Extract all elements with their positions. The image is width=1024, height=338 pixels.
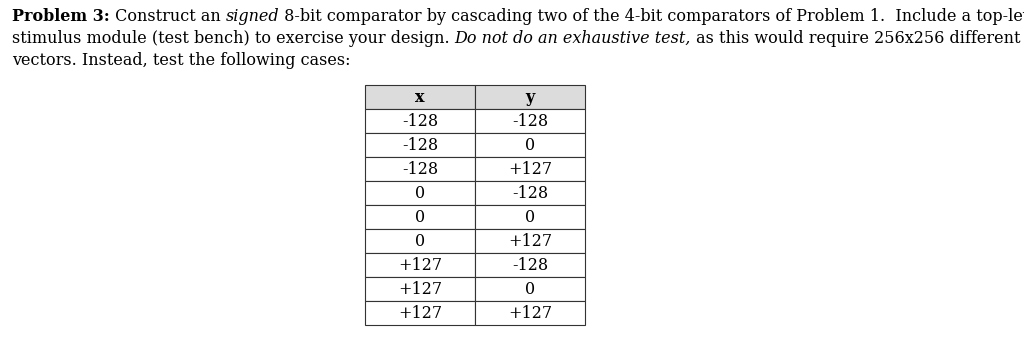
- Text: Problem 3:: Problem 3:: [12, 8, 110, 25]
- Text: +127: +127: [398, 305, 442, 321]
- Text: +127: +127: [398, 281, 442, 297]
- Text: -128: -128: [512, 113, 548, 129]
- Bar: [475, 229, 585, 253]
- Bar: [475, 85, 585, 109]
- Bar: [475, 109, 585, 133]
- Text: y: y: [525, 89, 535, 105]
- Bar: [365, 277, 475, 301]
- Text: -128: -128: [402, 113, 438, 129]
- Text: Construct an: Construct an: [110, 8, 225, 25]
- Text: 0: 0: [415, 209, 425, 225]
- Bar: [475, 301, 585, 325]
- Text: +127: +127: [508, 233, 552, 249]
- Bar: [475, 133, 585, 157]
- Bar: [365, 181, 475, 205]
- Bar: [365, 85, 475, 109]
- Text: vectors. Instead, test the following cases:: vectors. Instead, test the following cas…: [12, 52, 350, 69]
- Bar: [365, 253, 475, 277]
- Bar: [365, 109, 475, 133]
- Text: 0: 0: [415, 185, 425, 201]
- Text: 0: 0: [525, 209, 536, 225]
- Text: -128: -128: [402, 161, 438, 177]
- Text: +127: +127: [508, 161, 552, 177]
- Text: -128: -128: [402, 137, 438, 153]
- Bar: [475, 253, 585, 277]
- Bar: [365, 205, 475, 229]
- Text: x: x: [416, 89, 425, 105]
- Text: -128: -128: [512, 257, 548, 273]
- Bar: [365, 301, 475, 325]
- Text: +127: +127: [508, 305, 552, 321]
- Text: 0: 0: [415, 233, 425, 249]
- Text: +127: +127: [398, 257, 442, 273]
- Text: as this would require 256x256 different test: as this would require 256x256 different …: [691, 30, 1024, 47]
- Text: 8-bit comparator by cascading two of the 4-bit comparators of Problem 1.  Includ: 8-bit comparator by cascading two of the…: [280, 8, 1024, 25]
- Text: 0: 0: [525, 281, 536, 297]
- Text: signed: signed: [225, 8, 280, 25]
- Bar: [365, 229, 475, 253]
- Text: -128: -128: [512, 185, 548, 201]
- Bar: [475, 277, 585, 301]
- Text: Do not do an exhaustive test,: Do not do an exhaustive test,: [455, 30, 691, 47]
- Bar: [365, 133, 475, 157]
- Text: 0: 0: [525, 137, 536, 153]
- Bar: [365, 157, 475, 181]
- Bar: [475, 205, 585, 229]
- Bar: [475, 157, 585, 181]
- Bar: [475, 181, 585, 205]
- Text: stimulus module (test bench) to exercise your design.: stimulus module (test bench) to exercise…: [12, 30, 455, 47]
